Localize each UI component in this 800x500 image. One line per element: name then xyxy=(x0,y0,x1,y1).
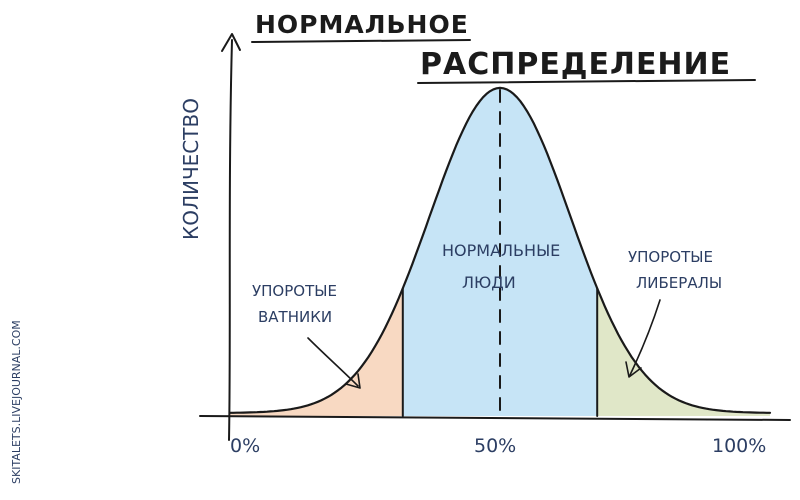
x-tick-100: 100% xyxy=(712,435,766,457)
right-label-arrowhead xyxy=(625,361,642,378)
y-axis-label: КОЛИЧЕСТВО xyxy=(179,98,203,240)
y-axis-arrowhead xyxy=(221,33,241,52)
left-region-label-2: ВАТНИКИ xyxy=(258,308,332,326)
middle-region-label-1: НОРМАЛЬНЫЕ xyxy=(442,241,560,260)
title-line2: РАСПРЕДЕЛЕНИЕ xyxy=(420,47,731,82)
x-tick-0: 0% xyxy=(230,435,260,457)
x-axis xyxy=(199,415,791,421)
x-tick-50: 50% xyxy=(474,435,516,457)
title-underline-2 xyxy=(417,79,756,84)
right-region-label-1: УПОРОТЫЕ xyxy=(628,248,713,266)
right-label-arrow xyxy=(629,299,661,376)
axes xyxy=(199,33,791,441)
region-right-fill xyxy=(597,288,770,416)
left-label-arrowhead xyxy=(345,373,361,389)
left-region-label-1: УПОРОТЫЕ xyxy=(252,282,337,300)
title-line1: НОРМАЛЬНОЕ xyxy=(255,10,469,39)
middle-region-label-2: ЛЮДИ xyxy=(462,273,516,292)
left-label-arrow xyxy=(307,337,359,387)
bell-curve xyxy=(228,86,772,414)
title-underline-1 xyxy=(251,39,471,43)
credit-text: SKITALETS.LIVEJOURNAL.COM xyxy=(10,320,23,484)
y-axis xyxy=(228,39,233,441)
right-region-label-2: ЛИБЕРАЛЫ xyxy=(636,274,722,292)
